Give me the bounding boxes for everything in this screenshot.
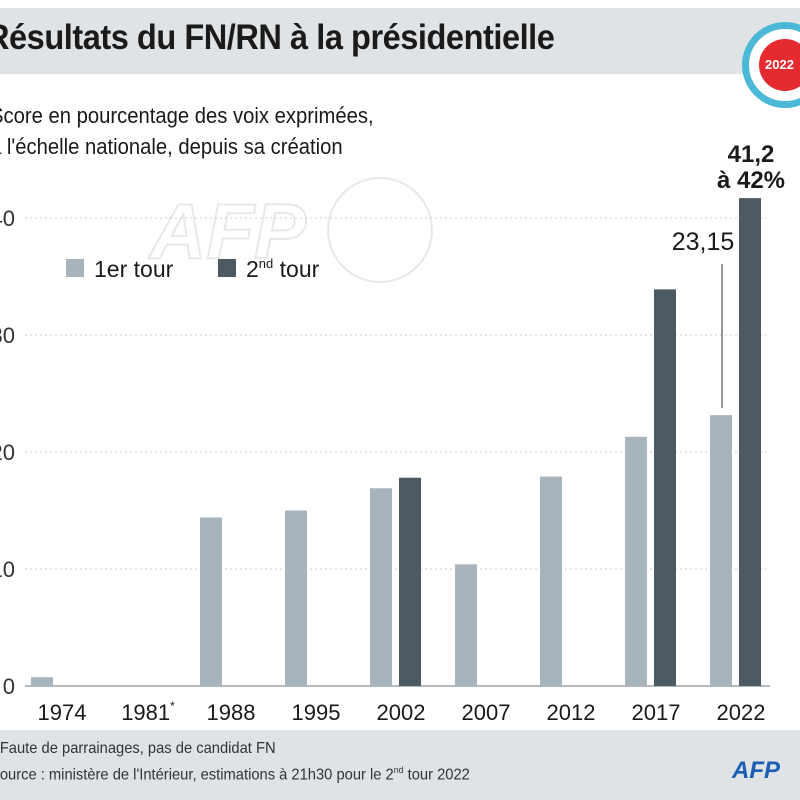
- bar-first-round-2007: [455, 564, 477, 686]
- x-tick-label: 2012: [547, 700, 596, 725]
- x-tick-year: 2002: [377, 700, 426, 725]
- y-tick-label: 40: [0, 206, 15, 231]
- bar-first-round-2022: [710, 415, 732, 686]
- x-tick-label: 1974: [38, 700, 87, 725]
- x-tick-year: 2017: [632, 700, 681, 725]
- y-tick-label: 0: [3, 674, 15, 699]
- bar-first-round-2002: [370, 488, 392, 686]
- x-tick-label: 2007: [462, 700, 511, 725]
- legend-label-part: nd: [259, 256, 273, 271]
- subtitle-line-1: Score en pourcentage des voix exprimées,: [0, 103, 374, 128]
- x-tick-label: 1981*: [121, 699, 175, 725]
- legend-label-first-round: 1er tour: [94, 256, 174, 282]
- x-tick-footnote-mark: *: [170, 699, 175, 713]
- legend-swatch-first-round: [66, 259, 84, 277]
- annotation-second-round-2022-line2: à 42%: [717, 167, 785, 194]
- bar-first-round-2012: [540, 476, 562, 686]
- source-prefix: Source : ministère de l'Intérieur, estim…: [0, 766, 394, 784]
- x-tick-year: 1981: [121, 700, 170, 725]
- bar-first-round-1995: [285, 510, 307, 686]
- footer: * Faute de parrainages, pas de candidat …: [0, 730, 800, 800]
- x-tick-year: 2022: [717, 700, 766, 725]
- legend-label-part: 2: [246, 256, 259, 282]
- bar-first-round-1988: [200, 517, 222, 686]
- legend-label-second-round: 2nd tour: [246, 256, 320, 282]
- bar-second-round-2002: [399, 477, 421, 686]
- bar-first-round-2017: [625, 436, 647, 686]
- annotation-second-round-2022-line1: 41,2: [728, 141, 775, 168]
- source-sup: nd: [393, 765, 404, 776]
- y-tick-label: 10: [0, 557, 15, 582]
- afp-logo: AFP: [732, 757, 780, 784]
- legend-label-part: tour: [273, 256, 319, 282]
- y-tick-label: 30: [0, 323, 15, 348]
- bar-second-round-2017: [654, 289, 676, 686]
- x-tick-label: 2002: [377, 700, 426, 725]
- x-tick-year: 1988: [207, 700, 256, 725]
- source-suffix: tour 2022: [403, 766, 470, 784]
- x-tick-label: 2022: [717, 700, 766, 725]
- bar-second-round-2022: [739, 198, 761, 687]
- source: Source : ministère de l'Intérieur, estim…: [0, 765, 470, 784]
- chart-subtitle: Score en pourcentage des voix exprimées,…: [0, 100, 374, 162]
- election-badge: 2022: [742, 22, 800, 108]
- badge-label: 2022: [759, 39, 800, 91]
- chart-title: Résultats du FN/RN à la présidentielle: [0, 18, 555, 57]
- y-tick-label: 20: [0, 440, 15, 465]
- x-tick-label: 1995: [292, 700, 341, 725]
- x-tick-year: 1974: [38, 700, 87, 725]
- x-tick-label: 2017: [632, 700, 681, 725]
- x-tick-label: 1988: [207, 700, 256, 725]
- legend-swatch-second-round: [218, 259, 236, 277]
- watermark-circle: [327, 177, 433, 283]
- x-tick-year: 1995: [292, 700, 341, 725]
- subtitle-line-2: à l'échelle nationale, depuis sa créatio…: [0, 134, 343, 159]
- title-bar: [0, 8, 800, 74]
- bar-first-round-1974: [31, 677, 53, 686]
- annotation-first-round-2022: 23,15: [672, 228, 735, 256]
- x-tick-year: 2012: [547, 700, 596, 725]
- x-tick-year: 2007: [462, 700, 511, 725]
- footnote: * Faute de parrainages, pas de candidat …: [0, 740, 276, 757]
